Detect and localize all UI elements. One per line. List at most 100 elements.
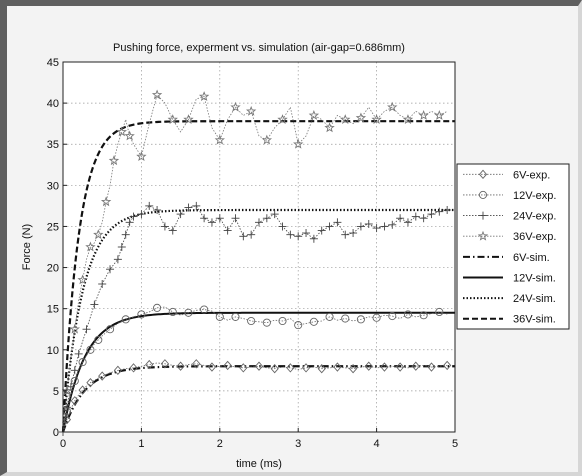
x-axis-ticks: 0 1 2 3 4 5 [60,428,458,450]
x-tick-label: 5 [452,438,458,450]
exp-point-24v-exp [372,224,381,233]
y-tick-label: 10 [47,345,59,357]
exp-point-12v-exp [231,312,240,321]
exp-point-24v-exp [176,210,185,219]
exp-point-12v-exp [137,310,146,319]
exp-point-36v-exp [355,112,367,123]
legend-marker-12v-exp [478,190,488,199]
x-tick-label: 1 [138,438,144,450]
exp-point-36v-exp [418,109,429,120]
exp-point-12v-exp [356,315,365,324]
exp-point-12v-exp [372,313,381,322]
exp-point-24v-exp [317,226,326,235]
legend-label-36v-exp: 36V-exp. [513,231,556,243]
exp-point-24v-exp [223,226,232,235]
exp-point-24v-exp [325,222,334,231]
exp-point-6v-exp [364,361,373,371]
y-tick-label: 20 [47,263,59,275]
exp-point-24v-exp [98,280,107,288]
exp-point-12v-exp [247,316,256,326]
exp-point-36v-exp [61,385,73,396]
exp-point-24v-exp [356,222,365,231]
exp-point-12v-exp [105,325,115,334]
exp-point-6v-exp [239,363,248,373]
exp-point-24v-exp [207,218,216,227]
exp-point-24v-exp [129,212,138,221]
y-tick-label: 0 [53,427,59,439]
exp-point-24v-exp [113,255,122,264]
exp-point-6v-exp [70,396,79,406]
legend-box [456,163,570,330]
exp-point-24v-exp [435,207,444,216]
legend-entry-6v-exp: 6V-exp. [463,169,550,181]
y-tick-label: 30 [47,180,59,192]
exp-point-6v-exp [86,377,95,388]
legend-label-24v-exp: 24V-exp. [513,211,556,223]
exp-line-24v-exp [62,205,448,433]
exp-point-24v-exp [427,210,436,219]
legend-entry-12v-sim: 12V-sim. [463,272,556,284]
exp-point-24v-exp [231,214,240,223]
exp-line-36v-exp [62,94,448,433]
exp-point-36v-exp [308,109,320,120]
exp-point-24v-exp [74,349,83,358]
exp-point-12v-exp [325,312,334,321]
legend-marker-6v-exp [478,169,488,179]
exp-point-6v-exp [113,365,122,376]
exp-point-12v-exp [94,335,103,344]
exp-point-12v-exp [294,321,303,330]
y-tick-label: 5 [53,386,59,398]
exp-point-6v-exp [78,385,87,395]
exp-point-24v-exp [286,230,295,239]
legend-entry-6v-sim: 6V-sim. [463,252,550,264]
legend-entry-36v-sim: 36V-sim. [463,314,556,326]
exp-point-24v-exp [90,300,99,309]
exp-point-6v-exp [145,359,154,370]
legend-label-6v-exp: 6V-exp. [513,169,550,181]
exp-point-24v-exp [160,222,169,231]
exp-point-6v-exp [333,362,342,372]
exp-point-12v-exp [200,305,209,314]
exp-point-6v-exp [380,362,389,372]
exp-point-36v-exp [261,134,273,145]
exp-point-24v-exp [106,265,115,274]
exp-point-24v-exp [121,230,130,239]
exp-point-6v-exp [129,363,138,373]
exp-point-12v-exp [388,312,397,321]
sim-line-36v-sim [61,120,455,433]
exp-point-36v-exp [108,155,120,166]
legend-entry-24v-exp: 24V-exp. [463,211,556,223]
exp-point-12v-exp [168,307,177,317]
exp-point-36v-exp [167,114,178,124]
exp-point-12v-exp [341,314,350,323]
exp-point-24v-exp [396,214,405,223]
exp-point-24v-exp [125,218,134,227]
exp-point-24v-exp [153,206,162,214]
exp-point-12v-exp [419,311,428,320]
exp-point-24v-exp [302,229,311,238]
exp-point-6v-exp [396,362,405,372]
exp-point-24v-exp [380,222,389,231]
exp-point-6v-exp [176,361,185,371]
exp-point-36v-exp [183,114,194,124]
exp-point-36v-exp [324,122,335,133]
exp-point-24v-exp [70,366,79,375]
exp-point-36v-exp [340,114,351,124]
exp-point-6v-exp [411,361,420,371]
exp-point-24v-exp [62,403,71,412]
simulation-series [61,120,455,433]
x-tick-label: 4 [374,438,380,450]
exp-point-36v-exp [277,114,288,124]
exp-point-24v-exp [137,210,146,219]
exp-point-24v-exp [184,203,193,212]
exp-point-36v-exp [151,89,163,100]
exp-point-6v-exp [301,363,311,373]
exp-point-6v-exp [254,361,264,371]
exp-point-36v-exp [85,241,96,252]
exp-point-36v-exp [214,134,225,145]
x-tick-label: 0 [60,438,66,450]
exp-point-36v-exp [371,114,382,124]
exp-point-24v-exp [341,230,350,239]
exp-point-36v-exp [116,126,127,137]
